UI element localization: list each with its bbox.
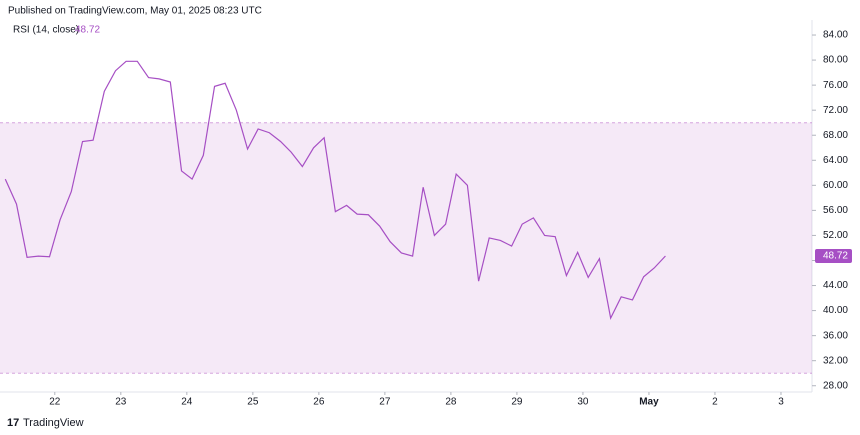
x-tick-label: 28 xyxy=(445,397,457,408)
y-tick-label: 64.00 xyxy=(823,155,848,166)
y-tick-label: 72.00 xyxy=(823,105,848,116)
published-note: Published on TradingView.com, May 01, 20… xyxy=(8,6,262,17)
logo: 17 TradingView xyxy=(7,417,84,429)
y-tick-label: 76.00 xyxy=(823,80,848,91)
band-fill xyxy=(0,122,812,374)
y-tick-label: 44.00 xyxy=(823,280,848,291)
logo-mark: 17 xyxy=(7,417,19,429)
last-value-tag xyxy=(815,248,852,263)
y-tick-label: 84.00 xyxy=(823,30,848,41)
y-tick-label: 80.00 xyxy=(823,55,848,66)
y-tick-label: 60.00 xyxy=(823,180,848,191)
x-tick-label: 3 xyxy=(778,397,784,408)
brand: TradingView xyxy=(23,417,84,429)
x-tick-label: 27 xyxy=(379,397,391,408)
x-tick-label: 24 xyxy=(181,397,193,408)
legend-value: 48.72 xyxy=(75,25,100,36)
y-tick-label: 68.00 xyxy=(823,130,848,141)
x-tick-label: 23 xyxy=(115,397,127,408)
x-tick-label: 25 xyxy=(247,397,259,408)
x-tick-label: 30 xyxy=(577,397,589,408)
x-tick-label: 22 xyxy=(49,397,61,408)
legend-name: RSI (14, close) xyxy=(13,25,79,36)
y-tick-label: 52.00 xyxy=(823,230,848,241)
y-tick-label: 32.00 xyxy=(823,355,848,366)
y-tick-label: 40.00 xyxy=(823,305,848,316)
x-tick-label: 2 xyxy=(712,397,718,408)
x-tick-label: 26 xyxy=(313,397,325,408)
y-tick-label: 36.00 xyxy=(823,330,848,341)
rsi-line xyxy=(4,60,666,320)
y-tick-label: 56.00 xyxy=(823,205,848,216)
last-value-label: 48.72 xyxy=(823,251,848,262)
x-tick-label: May xyxy=(639,397,659,408)
y-tick-label: 28.00 xyxy=(823,380,848,391)
x-tick-label: 29 xyxy=(511,397,523,408)
